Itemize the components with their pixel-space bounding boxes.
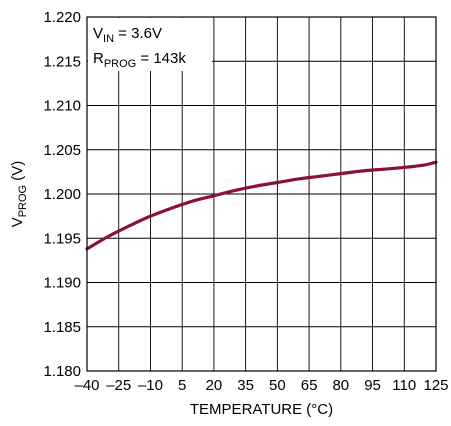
x-tick-label: 5 <box>178 377 186 394</box>
annotation-vin: VIN = 3.6V <box>93 25 162 45</box>
x-tick-label: 20 <box>206 377 223 394</box>
plot-frame <box>86 16 437 372</box>
x-tick-label: –25 <box>106 377 131 394</box>
x-tick-label: 95 <box>364 377 381 394</box>
y-tick-label: 1.190 <box>43 275 81 292</box>
y-tick-label: 1.220 <box>43 9 81 26</box>
annotation-box: VIN = 3.6V RPROG = 143k <box>88 18 212 71</box>
x-tick-label: 65 <box>301 377 318 394</box>
series-line <box>85 160 438 251</box>
y-tick-label: 1.200 <box>43 186 81 203</box>
y-tick-label: 1.185 <box>43 319 81 336</box>
x-tick-label: 80 <box>332 377 349 394</box>
x-tick-label: 50 <box>269 377 286 394</box>
y-tick-label: 1.210 <box>43 98 81 115</box>
y-tick-label: 1.195 <box>43 230 81 247</box>
x-tick-label: 35 <box>237 377 254 394</box>
x-tick-label: –40 <box>74 377 99 394</box>
x-tick-label: –10 <box>138 377 163 394</box>
y-tick-label: 1.180 <box>43 363 81 380</box>
annotation-background <box>88 18 212 71</box>
y-tick-labels: 1.180 1.185 1.190 1.195 1.200 1.205 1.210 1.215… <box>43 9 81 380</box>
y-tick-label: 1.215 <box>43 53 81 70</box>
x-tick-label: 110 <box>392 377 416 394</box>
x-axis-title: TEMPERATURE (°C) <box>190 401 333 418</box>
y-tick-label: 1.205 <box>43 142 81 159</box>
y-axis-title: VPROG (V) <box>9 161 29 228</box>
annotation-rprog: RPROG = 143k <box>93 50 186 70</box>
grid <box>87 17 436 371</box>
x-tick-label: 125 <box>423 377 448 394</box>
x-tick-labels: –40 –25 –10 5 20 35 50 65 80 95 110 125 <box>74 377 448 394</box>
series-layer <box>85 160 438 251</box>
